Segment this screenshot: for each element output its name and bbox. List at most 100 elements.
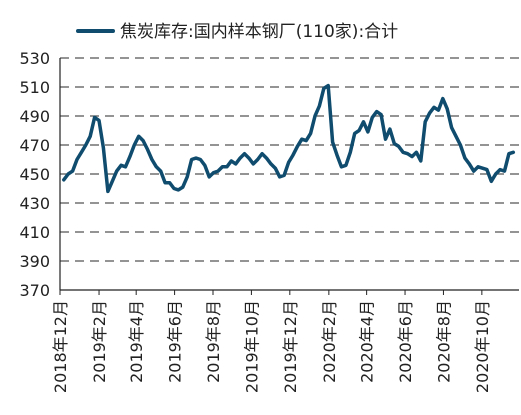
y-axis: 370 390 410 430 450 470 490 510 530 <box>19 49 61 300</box>
data-point <box>437 109 440 112</box>
data-point <box>406 152 409 155</box>
data-point <box>128 155 131 158</box>
data-point <box>67 173 70 176</box>
data-point <box>93 116 96 119</box>
data-point <box>507 152 510 155</box>
x-tick-label: 2019年6月 <box>166 300 185 383</box>
data-point <box>203 164 206 167</box>
data-point <box>362 120 365 123</box>
data-point <box>358 129 361 132</box>
data-point <box>344 164 347 167</box>
data-point <box>146 148 149 151</box>
data-point <box>76 158 79 161</box>
x-tick-label: 2020年4月 <box>358 300 377 383</box>
data-point <box>384 138 387 141</box>
data-point <box>261 152 264 155</box>
data-point <box>446 107 449 110</box>
data-point <box>278 175 281 178</box>
data-point <box>195 157 198 160</box>
data-point <box>239 157 242 160</box>
data-point <box>499 168 502 171</box>
data-point <box>375 110 378 113</box>
data-point <box>371 116 374 119</box>
data-point <box>459 144 462 147</box>
data-point <box>62 178 65 181</box>
data-point <box>305 139 308 142</box>
data-point <box>287 161 290 164</box>
data-point <box>274 167 277 170</box>
data-point <box>225 165 228 168</box>
x-tick-label: 2019年2月 <box>90 300 109 383</box>
data-point <box>221 165 224 168</box>
x-tick-label: 2019年4月 <box>127 300 146 383</box>
data-point <box>283 174 286 177</box>
data-point <box>331 141 334 144</box>
data-point <box>243 152 246 155</box>
data-point <box>327 84 330 87</box>
x-tick-label: 2020年6月 <box>396 300 415 383</box>
y-tick-label: 370 <box>19 281 50 300</box>
data-point <box>89 135 92 138</box>
x-tick-label: 2019年12月 <box>281 300 300 393</box>
data-point <box>98 119 101 122</box>
data-point <box>106 190 109 193</box>
series-line <box>62 83 516 194</box>
data-point <box>111 180 114 183</box>
data-point <box>472 170 475 173</box>
data-point <box>490 180 493 183</box>
data-point <box>415 151 418 154</box>
data-point <box>291 154 294 157</box>
y-tick-label: 510 <box>19 78 50 97</box>
data-point <box>393 142 396 145</box>
data-point <box>340 165 343 168</box>
data-point <box>380 113 383 116</box>
data-point <box>410 155 413 158</box>
data-point <box>80 151 83 154</box>
data-point <box>230 159 233 162</box>
y-tick-label: 470 <box>19 136 50 155</box>
data-point <box>124 165 127 168</box>
data-point <box>172 187 175 190</box>
data-point <box>388 128 391 131</box>
y-tick-label: 410 <box>19 223 50 242</box>
y-tick-label: 450 <box>19 165 50 184</box>
data-point <box>199 158 202 161</box>
x-tick-label: 2019年10月 <box>242 300 261 393</box>
data-point <box>402 151 405 154</box>
data-point <box>247 157 250 160</box>
data-point <box>455 135 458 138</box>
data-point <box>168 181 171 184</box>
x-tick-label: 2020年8月 <box>434 300 453 383</box>
data-point <box>208 175 211 178</box>
data-point <box>155 165 158 168</box>
data-point <box>142 139 145 142</box>
data-point <box>296 145 299 148</box>
data-point <box>186 175 189 178</box>
data-point <box>309 132 312 135</box>
y-tick-label: 390 <box>19 252 50 271</box>
y-tick-label: 530 <box>19 49 50 68</box>
x-tick-label: 2020年2月 <box>320 300 339 383</box>
data-point <box>349 151 352 154</box>
legend-label: 焦炭库存:国内样本钢厂(110家):合计 <box>120 22 398 42</box>
data-point <box>463 157 466 160</box>
data-point <box>397 145 400 148</box>
data-point <box>300 138 303 141</box>
y-tick-label: 430 <box>19 194 50 213</box>
data-point <box>433 106 436 109</box>
data-point <box>217 170 220 173</box>
data-point <box>468 162 471 165</box>
data-point <box>256 158 259 161</box>
plot-area <box>62 83 516 194</box>
data-point <box>424 120 427 123</box>
data-point <box>322 87 325 90</box>
data-point <box>102 146 105 149</box>
data-point <box>71 170 74 173</box>
data-point <box>481 167 484 170</box>
data-point <box>115 170 118 173</box>
data-point <box>318 104 321 107</box>
data-point <box>265 157 268 160</box>
data-point <box>234 162 237 165</box>
data-point <box>503 170 506 173</box>
